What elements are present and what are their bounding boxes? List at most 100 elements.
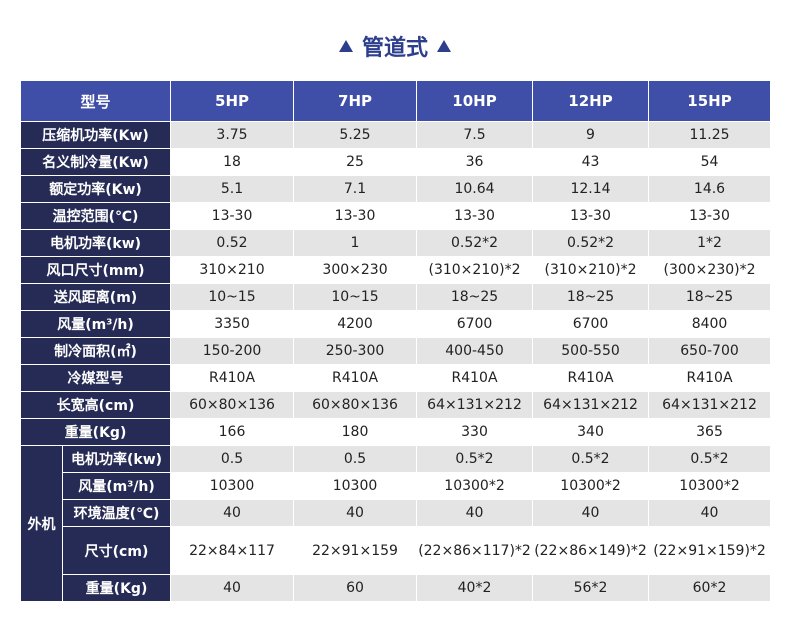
value-cell: 10300*2 xyxy=(648,472,772,500)
value-cell: 180 xyxy=(293,418,418,446)
value-cell: 5.1 xyxy=(170,175,295,203)
header-row: 型号 5HP 7HP 10HP 12HP 15HP xyxy=(19,80,772,122)
value-cell: 0.52 xyxy=(170,229,295,257)
value-cell: (22×91×159)*2 xyxy=(648,526,772,575)
value-cell: 64×131×212 xyxy=(648,391,772,419)
value-cell: 10.64 xyxy=(416,175,534,203)
value-cell: 0.52*2 xyxy=(532,229,650,257)
value-cell: 40*2 xyxy=(416,574,534,602)
row-label: 长宽高(cm) xyxy=(19,391,172,419)
value-cell: 0.5*2 xyxy=(648,445,772,473)
value-cell: 64×131×212 xyxy=(532,391,650,419)
value-cell: (22×86×149)*2 xyxy=(532,526,650,575)
value-cell: 7.5 xyxy=(416,121,534,149)
value-cell: 40 xyxy=(532,499,650,527)
row-label: 温控范围(℃) xyxy=(19,202,172,230)
table-row: 压缩机功率(Kw) 3.75 5.25 7.5 9 11.25 xyxy=(19,121,772,149)
table-row: 制冷面积(㎡) 150-200 250-300 400-450 500-550 650-7… xyxy=(19,337,772,365)
value-cell: 3.75 xyxy=(170,121,295,149)
table-row: 环境温度(℃) 40 40 40 40 40 xyxy=(21,499,772,527)
row-label: 尺寸(cm) xyxy=(61,526,172,575)
value-cell: R410A xyxy=(648,364,772,392)
value-cell: 310×210 xyxy=(170,256,295,284)
table-row: 名义制冷量(Kw) 18 25 36 43 54 xyxy=(19,148,772,176)
value-cell: 13-30 xyxy=(532,202,650,230)
value-cell: 43 xyxy=(532,148,650,176)
table-row: 外机 电机功率(kw) 0.5 0.5 0.5*2 0.5*2 0.5*2 xyxy=(20,445,772,602)
header-cell: 15HP xyxy=(648,80,772,122)
value-cell: (310×210)*2 xyxy=(532,256,650,284)
value-cell: 400-450 xyxy=(416,337,534,365)
value-cell: 18 xyxy=(170,148,295,176)
value-cell: 56*2 xyxy=(532,574,650,602)
spec-table: 型号 5HP 7HP 10HP 12HP 15HP 压缩机功率(Kw) 3.75 5.25 7.5… xyxy=(19,80,772,602)
row-label: 电机功率(kw) xyxy=(61,445,172,473)
value-cell: 60×80×136 xyxy=(170,391,295,419)
value-cell: 4200 xyxy=(293,310,418,338)
table-row: 长宽高(cm) 60×80×136 60×80×136 64×131×212 64×13… xyxy=(19,391,772,419)
table-row: 送风距离(m) 10~15 10~15 18~25 18~25 18~25 xyxy=(19,283,772,311)
value-cell: 40 xyxy=(293,499,418,527)
value-cell: 60×80×136 xyxy=(293,391,418,419)
value-cell: 60 xyxy=(293,574,418,602)
value-cell: 40 xyxy=(416,499,534,527)
value-cell: R410A xyxy=(293,364,418,392)
row-label: 风量(m³/h) xyxy=(61,472,172,500)
table-row: 重量(Kg) 40 60 40*2 56*2 60*2 xyxy=(21,574,772,602)
value-cell: 150-200 xyxy=(170,337,295,365)
value-cell: 250-300 xyxy=(293,337,418,365)
value-cell: 40 xyxy=(170,499,295,527)
value-cell: 0.5*2 xyxy=(416,445,534,473)
value-cell: 5.25 xyxy=(293,121,418,149)
table-row: 尺寸(cm) 22×84×117 22×91×159 (22×86×117)*2 (22… xyxy=(21,526,772,575)
value-cell: 330 xyxy=(416,418,534,446)
row-label: 重量(Kg) xyxy=(61,574,172,602)
table-row: 冷媒型号 R410A R410A R410A R410A R410A xyxy=(19,364,772,392)
value-cell: 25 xyxy=(293,148,418,176)
value-cell: 12.14 xyxy=(532,175,650,203)
header-cell: 型号 xyxy=(19,80,172,122)
triangle-icon xyxy=(437,40,451,52)
value-cell: 340 xyxy=(532,418,650,446)
row-label: 风口尺寸(mm) xyxy=(19,256,172,284)
value-cell: 10300*2 xyxy=(532,472,650,500)
value-cell: 64×131×212 xyxy=(416,391,534,419)
header-cell: 7HP xyxy=(293,80,418,122)
value-cell: 18~25 xyxy=(648,283,772,311)
table-row: 重量(Kg) 166 180 330 340 365 xyxy=(19,418,772,446)
row-label: 额定功率(Kw) xyxy=(19,175,172,203)
row-label: 重量(Kg) xyxy=(19,418,172,446)
value-cell: 18~25 xyxy=(416,283,534,311)
row-label: 名义制冷量(Kw) xyxy=(19,148,172,176)
value-cell: 13-30 xyxy=(293,202,418,230)
value-cell: 10300*2 xyxy=(416,472,534,500)
title-bar: 管道式 xyxy=(0,30,790,62)
value-cell: 6700 xyxy=(532,310,650,338)
value-cell: 0.52*2 xyxy=(416,229,534,257)
value-cell: 0.5*2 xyxy=(532,445,650,473)
table-row: 温控范围(℃) 13-30 13-30 13-30 13-30 13-30 xyxy=(19,202,772,230)
value-cell: 1*2 xyxy=(648,229,772,257)
header-cell: 12HP xyxy=(532,80,650,122)
table-row: 风口尺寸(mm) 310×210 300×230 (310×210)*2 (310×21… xyxy=(19,256,772,284)
value-cell: (310×210)*2 xyxy=(416,256,534,284)
value-cell: 22×84×117 xyxy=(170,526,295,575)
title: 管道式 xyxy=(361,36,428,61)
row-label: 电机功率(kw) xyxy=(19,229,172,257)
table-row: 风量(m³/h) 3350 4200 6700 6700 8400 xyxy=(19,310,772,338)
value-cell: 300×230 xyxy=(293,256,418,284)
table-row: 额定功率(Kw) 5.1 7.1 10.64 12.14 14.6 xyxy=(19,175,772,203)
row-label: 冷媒型号 xyxy=(19,364,172,392)
triangle-icon xyxy=(338,40,353,52)
row-label: 送风距离(m) xyxy=(19,283,172,311)
value-cell: 10~15 xyxy=(293,283,418,311)
value-cell: 0.5 xyxy=(293,445,418,473)
value-cell: (300×230)*2 xyxy=(648,256,772,284)
header-cell: 10HP xyxy=(416,80,534,122)
header-cell: 5HP xyxy=(170,80,295,122)
row-label: 风量(m³/h) xyxy=(19,310,172,338)
value-cell: 6700 xyxy=(416,310,534,338)
value-cell: 500-550 xyxy=(532,337,650,365)
value-cell: 166 xyxy=(170,418,295,446)
